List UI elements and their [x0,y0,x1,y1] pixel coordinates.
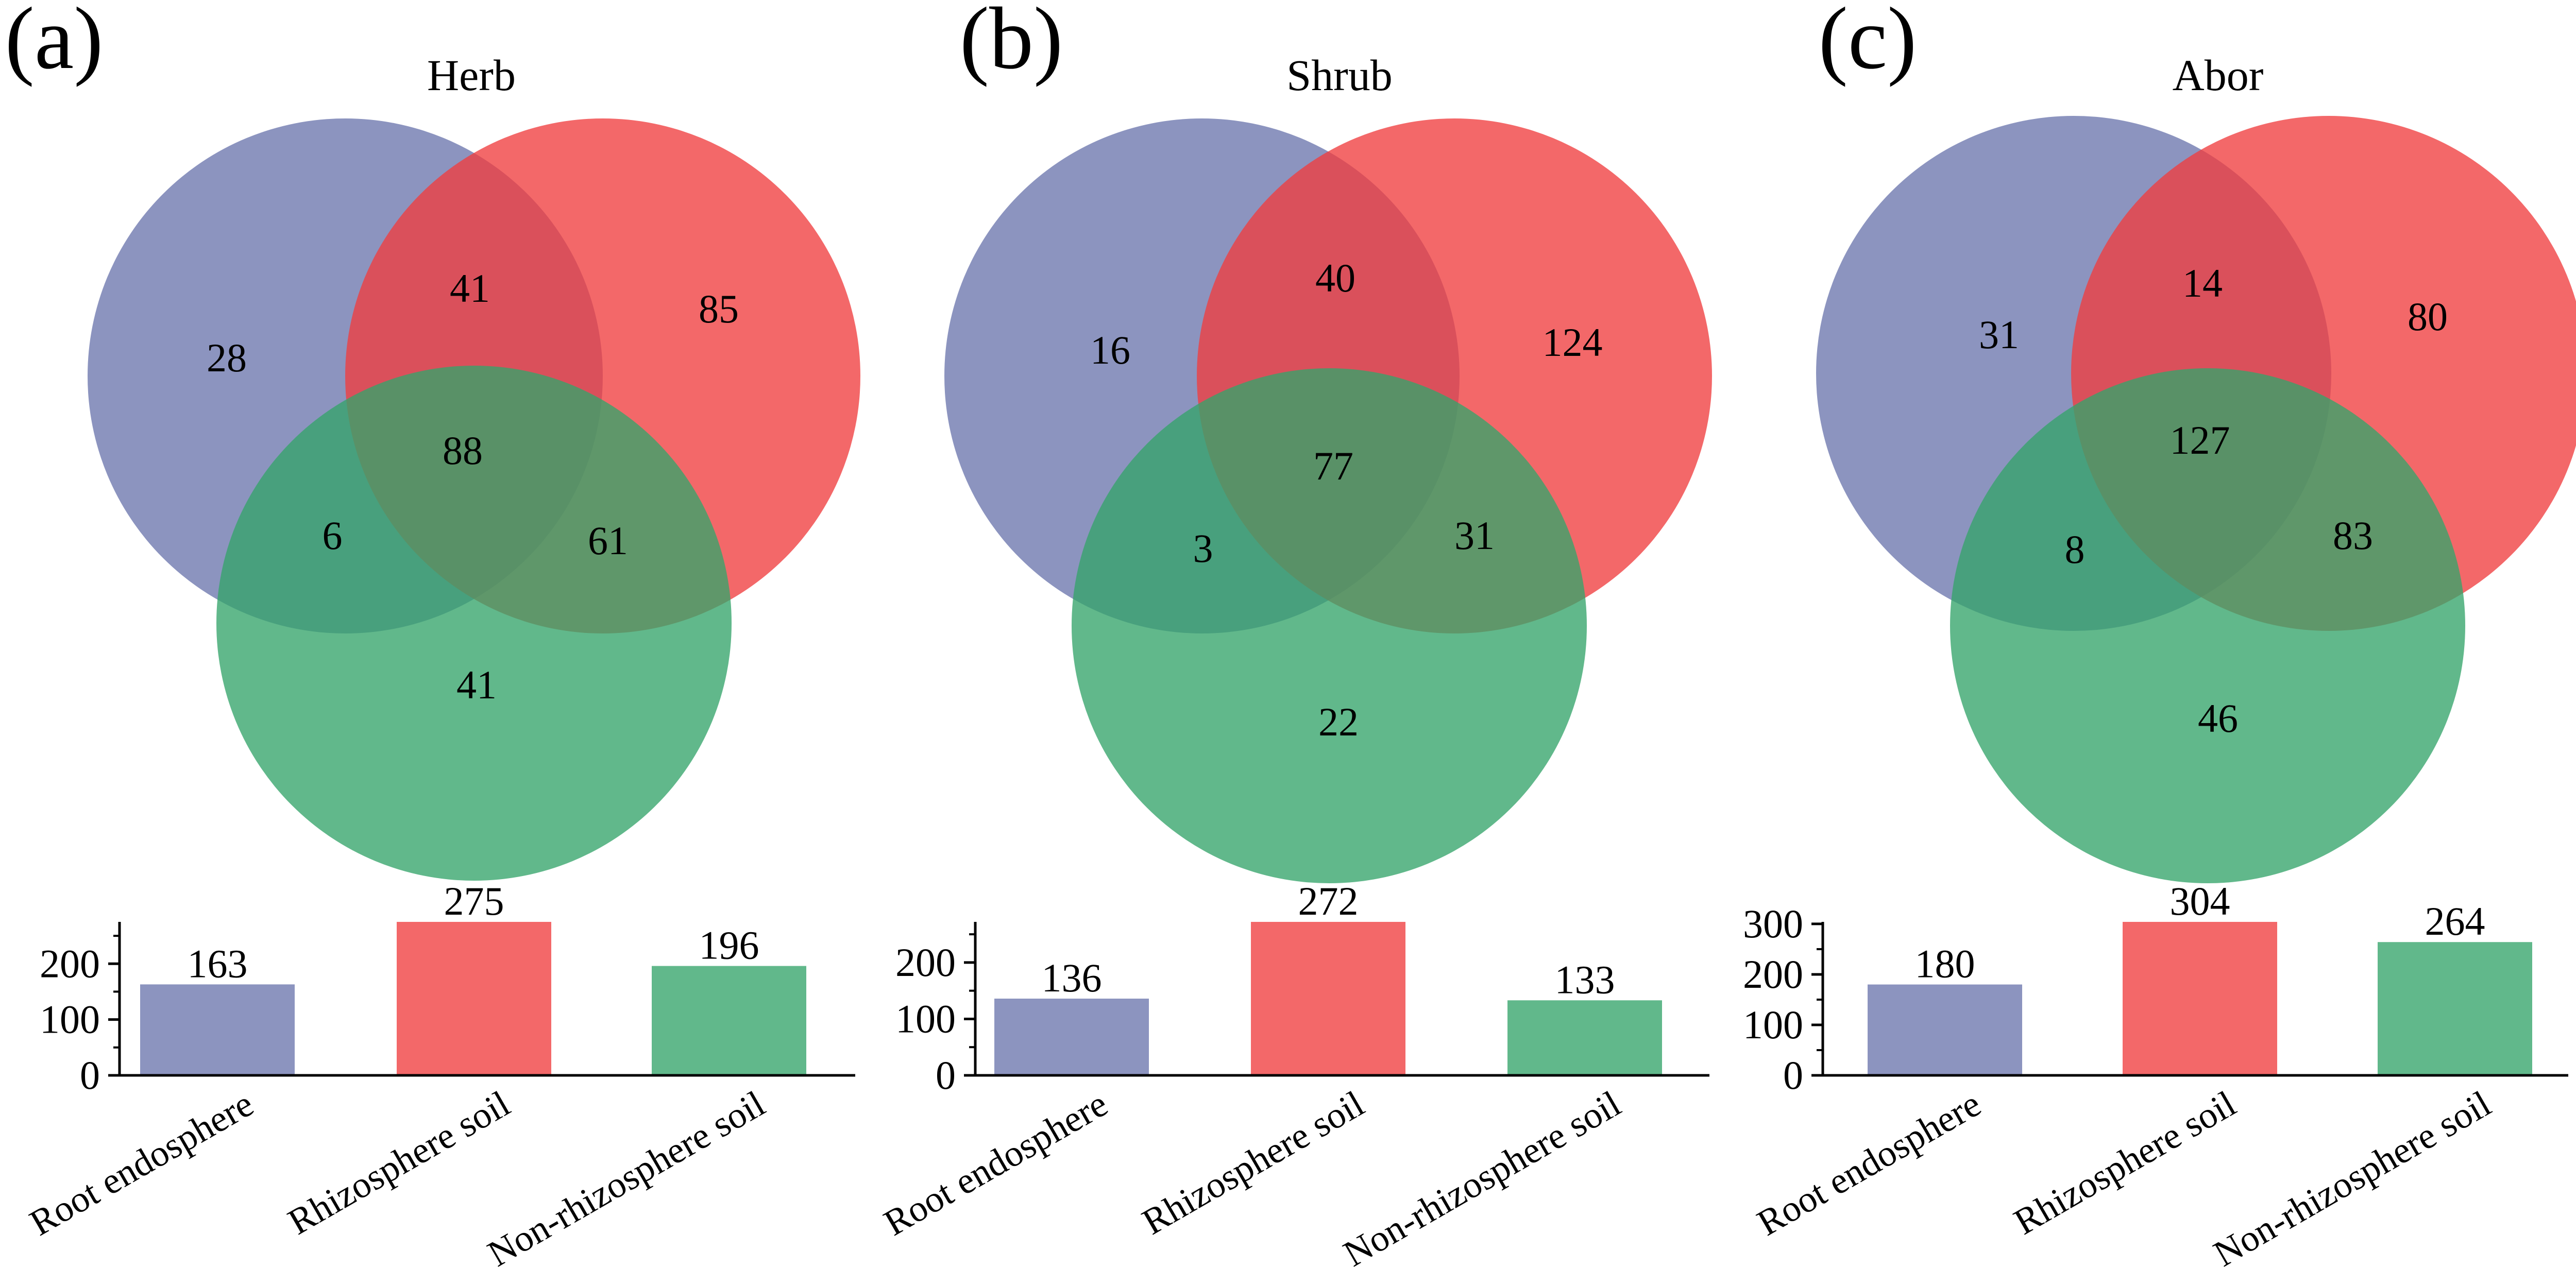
bar-rhizosphere-soil [2123,922,2277,1075]
bar-non-rhizosphere-soil [1507,1000,1662,1075]
x-category-label: Root endosphere [23,1083,260,1244]
bar-value-label: 304 [2170,879,2230,923]
bar-non-rhizosphere-soil [652,966,806,1075]
x-category-label: Non-rhizosphere soil [2207,1083,2498,1269]
venn-region-root-rhizo: 41 [450,266,490,311]
y-tick-label: 100 [40,997,100,1042]
panel-3: (c) Abor 31 80 46 14 8 83 127 180 304 264 0 100 200 300… [1743,0,2576,1269]
venn-region-root-rhizo: 40 [1315,255,1355,300]
venn-region-root-nonrhizo: 3 [1193,526,1213,571]
panel-label: (c) [1819,0,1917,88]
bar-value-label: 180 [1915,941,1975,986]
x-category-label: Rhizosphere soil [1136,1083,1371,1243]
bar-rhizosphere-soil [1251,922,1405,1075]
bar-root-endosphere [140,984,295,1075]
bar-value-label: 275 [444,879,504,923]
y-tick-label: 0 [80,1053,100,1097]
venn-title: Herb [427,50,516,100]
bar-value-label: 196 [699,923,759,968]
venn-region-rhizo-only: 80 [2408,294,2448,339]
non-rhizosphere-soil-circle [216,366,732,881]
venn-title: Abor [2173,50,2264,100]
venn-region-all: 127 [2170,418,2230,462]
venn-region-root-only: 28 [207,335,247,380]
bar-chart: 136 272 133 0 100 200 Root endosphere Rhizosphe… [877,879,1709,1269]
y-tick-label: 0 [1783,1053,1803,1097]
bar-value-label: 136 [1042,955,1102,1000]
x-category-label: Non-rhizosphere soil [481,1083,772,1269]
y-tick-label: 200 [40,941,100,986]
y-tick-label: 0 [936,1053,956,1097]
venn-region-all: 88 [443,428,483,473]
bar-root-endosphere [994,999,1149,1075]
y-tick-label: 100 [1743,1002,1803,1047]
bar-value-label: 163 [188,941,248,986]
venn-region-nonrhizo-only: 22 [1318,699,1359,744]
y-tick-label: 100 [895,996,956,1041]
venn-region-nonrhizo-only: 46 [2198,696,2238,741]
bar-non-rhizosphere-soil [2378,942,2532,1075]
venn-region-rhizo-nonrhizo: 83 [2333,513,2373,558]
venn-region-nonrhizo-only: 41 [456,662,497,707]
venn-region-rhizo-nonrhizo: 61 [588,518,628,563]
x-category-label: Non-rhizosphere soil [1336,1083,1628,1269]
panel-label: (a) [5,0,104,88]
panel-label: (b) [960,0,1063,88]
venn-region-rhizo-only: 85 [699,286,739,331]
bar-value-label: 272 [1298,879,1359,923]
panel-2: (b) Shrub 16 124 22 40 3 31 77 136 272 133 0 100 200 Ro… [877,0,1712,1269]
panel-1: (a) Herb 28 85 41 41 6 61 88 163 275 196 0 100 200 Root… [5,0,860,1269]
venn-region-root-only: 31 [1979,312,2019,357]
venn-title: Shrub [1286,50,1392,100]
venn-region-rhizo-nonrhizo: 31 [1454,513,1495,558]
non-rhizosphere-soil-circle [1072,368,1587,883]
bar-value-label: 133 [1555,957,1615,1002]
bar-chart: 180 304 264 0 100 200 300 Root endosphere Rhizos… [1743,879,2568,1269]
x-category-label: Rhizosphere soil [2007,1083,2243,1243]
venn-region-root-rhizo: 14 [2182,261,2223,305]
bar-value-label: 264 [2425,899,2485,944]
x-category-label: Root endosphere [1750,1083,1988,1244]
venn-region-rhizo-only: 124 [1543,320,1603,365]
venn-region-root-nonrhizo: 8 [2065,527,2085,572]
y-tick-label: 300 [1743,901,1803,946]
bar-chart: 163 275 196 0 100 200 Root endosphere Rhizosphe… [23,879,855,1269]
y-tick-label: 200 [895,940,956,985]
bar-root-endosphere [1868,984,2022,1075]
bar-rhizosphere-soil [397,922,551,1075]
venn-region-root-only: 16 [1090,328,1130,372]
venn-region-root-nonrhizo: 6 [323,513,343,558]
y-tick-label: 200 [1743,952,1803,997]
x-category-label: Rhizosphere soil [281,1083,517,1243]
venn-region-all: 77 [1313,443,1353,488]
x-category-label: Root endosphere [877,1083,1114,1244]
non-rhizosphere-soil-circle [1950,368,2465,883]
